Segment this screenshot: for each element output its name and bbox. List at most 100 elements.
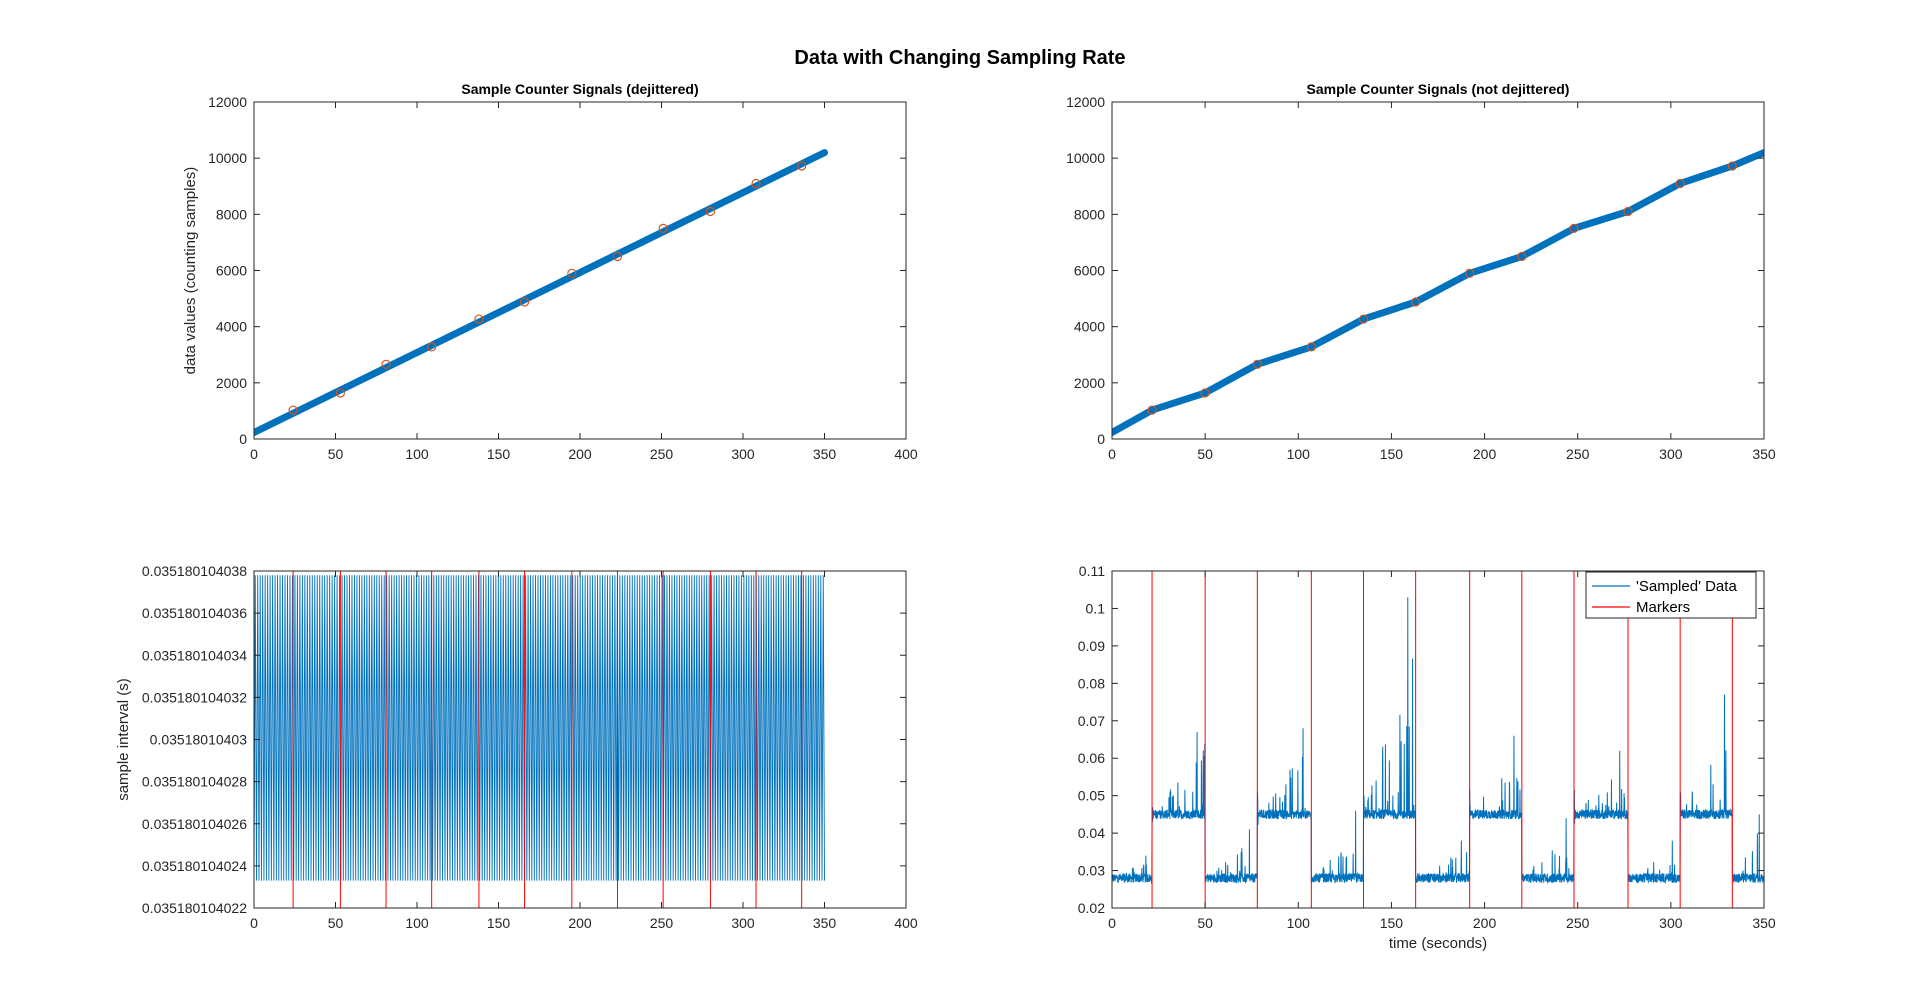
legend-box: [1585, 571, 1757, 619]
marker-point: [1569, 223, 1579, 233]
y-tick-label: 0.03: [1078, 863, 1105, 879]
marker-point: [705, 206, 716, 217]
subplot-ax3: 0 50 100 150 200 250 300 350 400 0.035180104022 0.…: [115, 563, 918, 931]
x-tick-label: 350: [813, 446, 837, 462]
legend-label: Markers: [1636, 599, 1690, 616]
x-axis-label: time (seconds): [1389, 935, 1487, 952]
x-tick-label: 200: [568, 446, 592, 462]
series-line: [254, 149, 828, 436]
x-tick-label: 200: [1473, 915, 1497, 931]
legend: 'Sampled' Data Markers: [1585, 571, 1757, 619]
marker-point: [1465, 268, 1475, 278]
x-tick-label: 0: [1108, 915, 1116, 931]
x-tick-label: 100: [1287, 915, 1311, 931]
series-sample-interval: [254, 575, 825, 881]
y-tick-label: 10000: [1066, 150, 1105, 166]
y-tick-label: 12000: [208, 94, 247, 110]
marker-point: [474, 314, 484, 324]
x-tick-label: 350: [813, 915, 837, 931]
x-tick-label: 150: [487, 915, 511, 931]
x-tick-label: 350: [1752, 446, 1776, 462]
x-tick-label: 50: [328, 915, 344, 931]
marker-point: [567, 268, 577, 278]
y-tick-label: 0.05: [1078, 788, 1105, 804]
x-tick-label: 300: [731, 446, 755, 462]
y-tick-label: 0: [239, 431, 247, 447]
subplot-title: Sample Counter Signals (not dejittered): [1307, 81, 1570, 97]
marker-point: [1200, 388, 1210, 398]
marker-point: [519, 297, 530, 307]
x-tick-label: 100: [1287, 446, 1311, 462]
marker-point: [1147, 405, 1157, 415]
marker-point: [1252, 359, 1262, 369]
y-tick-label: 12000: [1066, 94, 1105, 110]
y-tick-label: 0.035180104024: [142, 858, 247, 874]
y-axis-label: data values (counting samples): [182, 167, 199, 375]
x-tick-label: 100: [405, 915, 429, 931]
y-tick-label: 2000: [1074, 375, 1105, 391]
y-tick-label: 0: [1097, 431, 1105, 447]
y-tick-label: 0.07: [1078, 713, 1105, 729]
y-tick-label: 0.02: [1078, 900, 1105, 916]
plot-area: [254, 571, 825, 908]
x-tick-label: 350: [1752, 915, 1776, 931]
x-tick-label: 0: [1108, 446, 1116, 462]
x-tick-label: 400: [894, 915, 918, 931]
marker-point: [658, 223, 668, 233]
y-tick-label: 4000: [216, 319, 247, 335]
marker-point: [797, 161, 807, 171]
x-tick-label: 300: [1659, 915, 1683, 931]
subplot-ax4: 0 50 100 150 200 250 300 350 0.02 0.03 0.04 0.05 0.0…: [1078, 563, 1776, 952]
x-tick-label: 200: [1473, 446, 1497, 462]
marker-point: [1306, 342, 1316, 352]
y-tick-label: 0.04: [1078, 825, 1105, 841]
x-tick-label: 250: [1566, 446, 1590, 462]
subplots: 0 50 100 150 200 250 300 350 4000200040006000800…: [115, 81, 1776, 952]
y-tick-label: 0.035180104028: [142, 774, 247, 790]
marker-point: [1727, 161, 1737, 171]
x-tick-label: 250: [650, 446, 674, 462]
x-tick-label: 300: [731, 915, 755, 931]
y-tick-label: 0.035180104036: [142, 605, 247, 621]
y-tick-label: 0.08: [1078, 675, 1105, 691]
subplot-title: Sample Counter Signals (dejittered): [461, 81, 698, 97]
x-tick-label: 250: [1566, 915, 1590, 931]
x-tick-label: 100: [405, 446, 429, 462]
series-line: [1112, 149, 1764, 436]
y-tick-label: 4000: [1074, 319, 1105, 335]
legend-label: 'Sampled' Data: [1636, 578, 1737, 595]
x-tick-label: 50: [1197, 915, 1213, 931]
x-tick-label: 0: [250, 915, 258, 931]
subplot-ax2: 0 50 100 150 200 250 300 350 0 2000 4000 6000 8000 10…: [1066, 81, 1776, 462]
x-tick-label: 300: [1659, 446, 1683, 462]
marker-point: [1675, 178, 1685, 189]
y-tick-label: 0.035180104034: [142, 647, 247, 663]
axes-box: [1111, 570, 1765, 909]
x-tick-label: 250: [650, 915, 674, 931]
x-tick-label: 150: [487, 446, 511, 462]
y-tick-label: 0.09: [1078, 638, 1105, 654]
x-tick-label: 0: [250, 446, 258, 462]
marker-point: [751, 178, 761, 189]
marker-point: [1411, 297, 1421, 307]
y-axis-label: sample interval (s): [115, 678, 132, 801]
y-tick-label: 8000: [1074, 206, 1105, 222]
marker-point: [427, 342, 437, 352]
figure-title: Data with Changing Sampling Rate: [794, 47, 1125, 69]
series-sampled-data: [1112, 597, 1764, 885]
plot-area: [254, 149, 828, 436]
y-tick-label: 0.035180104022: [142, 900, 247, 916]
plot-area: [1112, 571, 1764, 908]
y-tick-label: 0.03518010403: [150, 732, 248, 748]
marker-point: [1517, 251, 1527, 262]
y-tick-label: 0.035180104032: [142, 689, 247, 705]
x-tick-label: 50: [328, 446, 344, 462]
marker-point: [381, 359, 391, 369]
subplot-ax1: 0 50 100 150 200 250 300 350 4000200040006000800…: [182, 81, 918, 462]
y-tick-label: 6000: [1074, 263, 1105, 279]
y-tick-label: 0.11: [1079, 563, 1105, 579]
y-tick-label: 0.035180104026: [142, 816, 247, 832]
plot-area: [1112, 149, 1764, 436]
x-tick-label: 150: [1380, 446, 1404, 462]
